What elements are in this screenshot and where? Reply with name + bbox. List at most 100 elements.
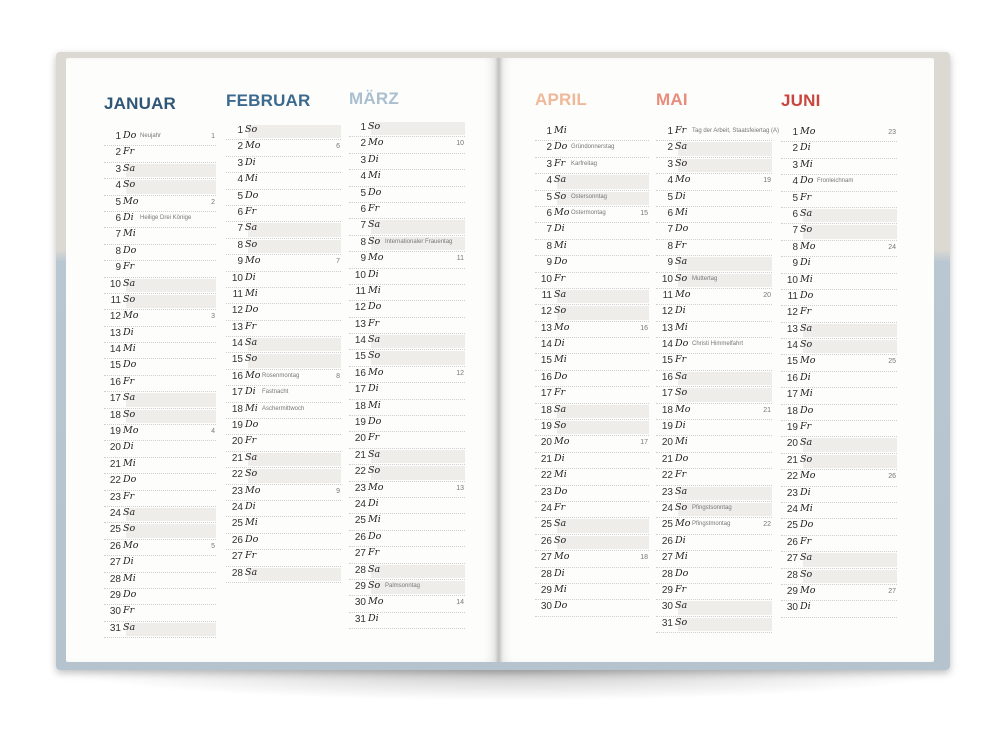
day-row: 16 Do [535,371,649,388]
day-row: 6 Sa [781,207,897,225]
day-row: 15 So [349,350,465,367]
weekend-shading [371,351,465,365]
day-row: 30 Fr [104,605,216,622]
day-row: 26 Do [226,534,341,551]
weekday-label: Di [554,338,565,350]
weekend-shading [248,223,341,237]
day-number: 23 [661,486,673,498]
day-number: 23 [231,485,243,497]
weekend-shading [803,225,897,239]
weekday-label: Di [368,268,379,280]
weekday-label: So [368,121,381,132]
weekday-label: Mo [554,206,570,218]
weekend-shading [678,617,772,632]
day-number: 31 [354,613,366,625]
day-number: 11 [232,288,243,300]
day-number: 9 [360,253,366,265]
day-number: 29 [109,589,121,601]
holiday-label: Palmsonntag [385,582,421,589]
day-row: 21 Sa [349,449,465,466]
day-row: 18 So [104,409,216,426]
week-number: 22 [763,521,771,529]
day-row: 4 So [104,179,216,196]
day-number: 22 [354,466,366,478]
weekend-shading [371,564,465,578]
day-number: 1 [792,127,798,138]
day-row: 10 Mi [781,274,897,290]
day-row: 25 Mi [226,517,341,534]
weekday-label: Di [675,305,686,317]
weekday-label: Fr [554,272,566,284]
day-row: 3 Fr Karfreitag [535,158,649,175]
weekend-shading [126,524,216,538]
day-number: 30 [540,601,552,613]
day-number: 15 [540,355,552,367]
holiday-label: Ostermontag [571,209,606,216]
weekday-label: Sa [123,162,136,174]
day-row: 11 Sa [535,289,649,306]
day-number: 28 [231,567,243,579]
weekday-label: Mi [675,436,688,448]
day-number: 6 [546,207,552,219]
day-number: 26 [786,536,798,548]
weekday-label: Sa [675,370,688,382]
weekday-label: Di [800,371,811,383]
day-row: 21 Di [535,452,649,470]
weekday-label: Do [245,304,259,316]
weekday-label: Mo [123,425,139,437]
weekday-label: So [123,523,136,535]
weekday-label: Sa [245,337,258,349]
weekday-label: Do [800,519,814,531]
weekday-label: Mo [675,288,691,300]
weekday-label: Do [368,186,382,198]
day-number: 11 [787,290,798,302]
day-number: 16 [354,367,366,379]
day-row: 6 Di Heilige Drei Könige [104,212,216,229]
day-number: 22 [109,475,121,487]
day-number: 11 [110,294,121,306]
weekday-label: Mi [368,399,381,411]
day-row: 8 Mi [535,240,649,257]
week-number: 16 [640,324,648,332]
day-number: 5 [792,192,798,204]
weekday-label: Di [554,223,565,235]
day-number: 13 [354,318,366,330]
day-number: 30 [661,601,673,613]
day-row: 20 Fr [349,432,465,449]
day-number: 15 [786,356,798,368]
weekday-label: Mo [123,195,139,207]
day-row: 21 Sa [226,452,341,469]
weekend-shading [803,553,897,567]
day-number: 1 [360,122,366,133]
day-row: 28 Di [535,568,649,584]
day-row: 6 Fr [349,203,465,220]
day-row: 22 Fr [656,469,772,486]
weekday-label: Di [368,383,379,395]
holiday-label: Pfingstmontag [692,521,731,528]
weekday-label: Mi [554,354,567,366]
weekday-label: Di [554,452,565,464]
day-number: 5 [115,196,121,208]
weekday-label: Mo [123,539,139,551]
day-number: 22 [786,471,798,483]
day-number: 9 [792,258,798,270]
day-row: 17 Mi [781,388,897,405]
day-row: 10 Di [226,272,341,288]
weekend-shading [803,323,897,338]
week-number: 24 [888,243,896,251]
weekday-label: Fr [368,432,380,444]
weekday-label: Fr [675,125,687,136]
day-number: 26 [109,540,121,552]
day-number: 4 [546,175,552,187]
day-row: 17 Sa [104,392,216,409]
day-row: 2 Mo 10 [349,137,465,154]
day-row: 19 Fr [781,421,897,438]
weekday-label: Di [554,567,565,579]
day-number: 25 [786,520,798,532]
week-number: 1 [211,133,215,140]
day-row: 9 Sa [656,256,772,273]
day-row: 29 Mi [535,584,649,601]
weekday-label: Sa [800,207,813,219]
day-number: 28 [109,573,121,585]
week-number: 23 [888,129,896,136]
